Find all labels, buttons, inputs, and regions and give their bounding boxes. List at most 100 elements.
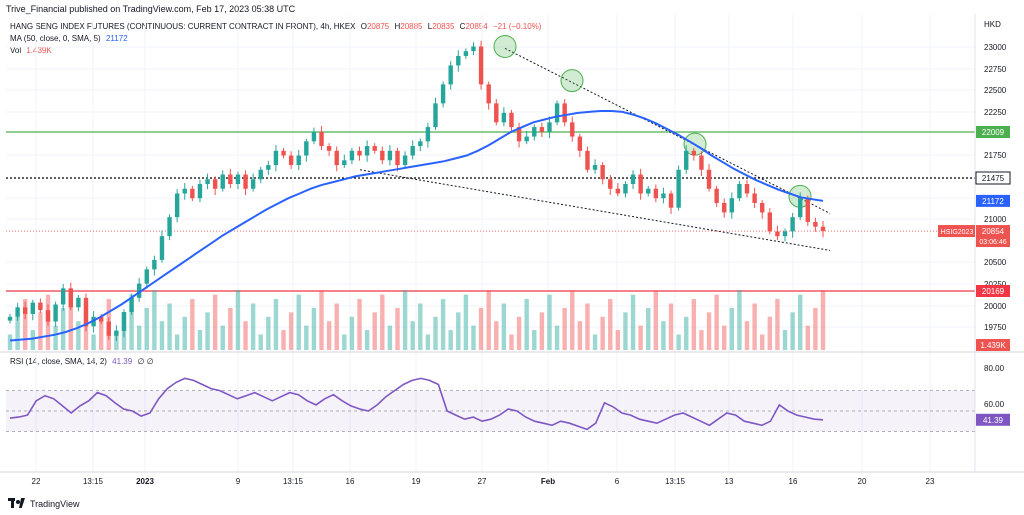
price-tick-label: 20500 bbox=[984, 258, 1007, 267]
volume-bar bbox=[167, 303, 172, 350]
time-tick-label: 9 bbox=[236, 477, 241, 486]
candle-body bbox=[820, 226, 826, 232]
candle-body bbox=[159, 236, 165, 260]
candle-body bbox=[250, 179, 256, 189]
candle-body bbox=[463, 51, 469, 56]
candle-body bbox=[296, 155, 301, 166]
candle-body bbox=[760, 202, 765, 213]
volume-bar bbox=[334, 303, 339, 350]
rsi-label[interactable]: RSI (14, close, SMA, 14, 2) bbox=[10, 357, 107, 366]
candle-body bbox=[98, 316, 104, 322]
candle-body bbox=[653, 188, 659, 199]
volume-bar bbox=[509, 334, 514, 350]
volume-bar bbox=[661, 321, 666, 350]
candle-body bbox=[433, 103, 438, 128]
volume-bar bbox=[486, 290, 491, 350]
time-tick-label: 19 bbox=[412, 477, 421, 486]
volume-bar bbox=[76, 321, 81, 350]
volume-bar bbox=[266, 316, 271, 350]
ma-price-label: 21172 bbox=[982, 197, 1004, 206]
candle-body bbox=[562, 103, 567, 123]
volume-tag bbox=[976, 339, 1010, 351]
volume-bar bbox=[228, 307, 233, 350]
candle-body bbox=[456, 55, 461, 66]
volume-bar bbox=[790, 312, 795, 350]
candle-body bbox=[395, 150, 400, 166]
candle-body bbox=[699, 155, 704, 170]
candle-body bbox=[494, 103, 499, 123]
volume-bar bbox=[691, 299, 697, 350]
candle-body bbox=[615, 188, 621, 194]
publisher-line: Trive_Financial published on TradingView… bbox=[6, 4, 296, 14]
tradingview-brand[interactable]: TradingView bbox=[30, 498, 80, 509]
volume-label[interactable]: Vol bbox=[10, 46, 22, 55]
volume-bar bbox=[30, 330, 35, 350]
candle-body bbox=[357, 150, 362, 156]
price-tick-label: 22250 bbox=[984, 108, 1007, 117]
candle-body bbox=[805, 198, 811, 222]
volume-bar bbox=[699, 330, 704, 350]
volume-bar bbox=[22, 299, 28, 350]
candle-body bbox=[524, 136, 529, 142]
candle-body bbox=[235, 174, 241, 184]
ma-value: 21172 bbox=[105, 34, 128, 43]
touch-point-circle bbox=[493, 34, 517, 58]
volume-bar bbox=[516, 316, 522, 350]
time-tick-label: 13:15 bbox=[83, 477, 104, 486]
price-tick-label: 20250 bbox=[984, 280, 1007, 289]
candle-body bbox=[212, 179, 218, 189]
volume-bar bbox=[494, 321, 499, 350]
volume-bar bbox=[744, 321, 750, 350]
volume-bar bbox=[554, 325, 560, 350]
candle-body bbox=[144, 269, 149, 284]
candle-body bbox=[570, 122, 575, 137]
candle-body bbox=[45, 310, 51, 322]
price-tick-label: 21000 bbox=[984, 215, 1007, 224]
price-tick-label: 22750 bbox=[984, 65, 1007, 74]
volume-bar bbox=[653, 290, 659, 350]
time-tick-label: 6 bbox=[615, 477, 620, 486]
candle-body bbox=[220, 174, 225, 189]
volume-bar bbox=[197, 330, 203, 350]
close-value: 20854 bbox=[465, 22, 488, 31]
volume-bar bbox=[805, 325, 811, 350]
price-tick-label: 22500 bbox=[984, 86, 1007, 95]
candle-body bbox=[706, 169, 712, 189]
candle-body bbox=[516, 127, 522, 142]
candle-body bbox=[798, 198, 803, 218]
volume-bar bbox=[53, 325, 58, 350]
volume-bar bbox=[395, 307, 400, 350]
ma-label[interactable]: MA (50, close, 0, SMA, 5) bbox=[10, 34, 101, 43]
symbol-title[interactable]: HANG SENG INDEX FUTURES (CONTINUOUS: CUR… bbox=[10, 22, 356, 31]
volume-bar bbox=[68, 290, 73, 350]
time-tick-label: 13 bbox=[725, 477, 734, 486]
candle-body bbox=[372, 146, 377, 151]
rsi-value: 41.39 bbox=[112, 357, 133, 366]
rsi-extra: ∅ ∅ bbox=[137, 357, 154, 366]
candle-body bbox=[342, 160, 347, 166]
candle-body bbox=[744, 184, 750, 194]
tradingview-logo-icon[interactable] bbox=[8, 498, 26, 509]
volume-bar bbox=[296, 294, 301, 350]
rsi-line bbox=[9, 377, 824, 431]
high-label: H bbox=[394, 22, 401, 31]
volume-bar bbox=[775, 299, 780, 350]
volume-bar bbox=[820, 290, 826, 350]
volume-bar bbox=[319, 290, 324, 350]
time-tick-label: 23 bbox=[926, 477, 935, 486]
volume-bar bbox=[402, 290, 408, 350]
candle-body bbox=[577, 136, 583, 151]
price-tick-label: 21750 bbox=[984, 151, 1007, 160]
volume-bar bbox=[273, 299, 279, 350]
candle-body bbox=[775, 231, 780, 237]
last-price-tag bbox=[976, 225, 1010, 248]
time-tick-label: 13:15 bbox=[665, 477, 686, 486]
countdown-label: 03:06:46 bbox=[979, 239, 1006, 246]
volume-bar bbox=[630, 294, 636, 350]
volume-bar bbox=[364, 330, 370, 350]
volume-bar bbox=[737, 290, 742, 350]
candle-body bbox=[243, 174, 248, 189]
rsi-legend: RSI (14, close, SMA, 14, 2) 41.39 ∅ ∅ bbox=[10, 357, 154, 366]
volume-bar bbox=[532, 330, 537, 350]
